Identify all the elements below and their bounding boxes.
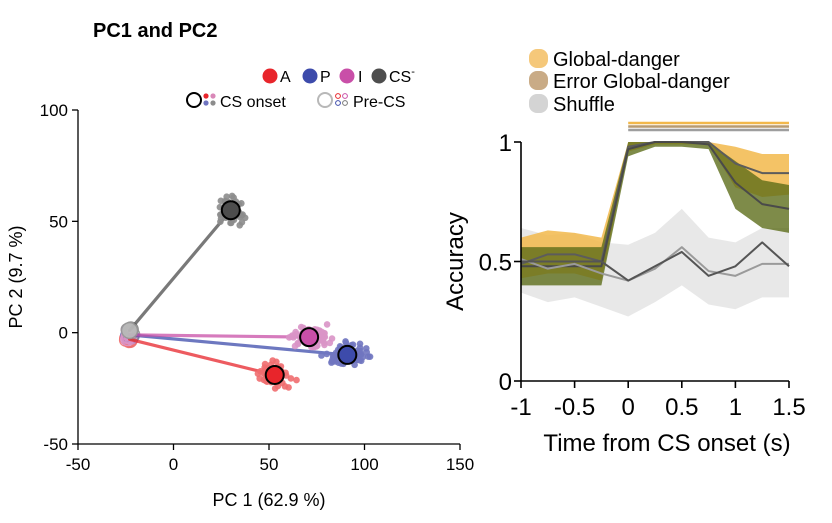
cloud-point-cs- [238, 219, 246, 226]
scatter-legend: A P I CS- CS onset Pre-CS [186, 66, 415, 111]
x-tick-label: -0.5 [554, 394, 595, 421]
x-tick-label: -50 [66, 455, 91, 474]
cloud-point-cs- [217, 197, 225, 205]
x-tick-label: 50 [260, 455, 279, 474]
mean-line-3 [520, 246, 789, 282]
y-tick-label: 50 [49, 212, 68, 231]
cloud-point-a [257, 368, 264, 375]
cloud-point-p [323, 350, 331, 358]
scatter-plot: -50 0 50 100 150 100 50 0 -50 PC 1 (62.9 %) PC 2 (… [6, 101, 474, 510]
trajectory-cs- [127, 208, 233, 333]
legend-label-a: A [280, 69, 291, 86]
x-tick-label: -1 [510, 394, 531, 421]
legend-label-i: I [358, 69, 362, 86]
y-axis-label: Accuracy [442, 212, 469, 311]
cloud-point-a [269, 357, 276, 364]
mean-line-4 [521, 241, 790, 282]
band-2 [521, 142, 789, 286]
cloud-point-cs- [238, 200, 245, 207]
x-axis-label: Time from CS onset (s) [543, 430, 790, 457]
y-tick-label: 1 [499, 130, 512, 157]
cloud-point-a [271, 385, 279, 392]
cloud-point-cs- [227, 219, 234, 227]
legend-label-1: Global-danger [553, 49, 680, 71]
cs-onset-marker-icon [186, 92, 202, 108]
x-tick-label: 150 [446, 455, 474, 474]
cloud-point-i [326, 339, 334, 347]
cloud-point-p [362, 345, 370, 352]
legend-label-3: Shuffle [553, 94, 615, 116]
y-tick-label: 100 [40, 101, 68, 120]
x-tick-label: 0 [169, 455, 178, 474]
legend-label-cs-minus: CS- [389, 66, 415, 86]
y-axis-label: PC 2 (9.7 %) [6, 225, 26, 328]
cloud-point-cs- [241, 214, 249, 222]
trajectory-i [127, 333, 311, 339]
cloud-point-i [317, 332, 325, 340]
cs-onset-dot-pink [210, 93, 216, 99]
trajectory-p [127, 333, 349, 357]
legend-swatch-cs-minus [371, 68, 387, 84]
legend-swatch-1 [529, 49, 548, 68]
cloud-point-i [293, 330, 300, 338]
cloud-point-p [359, 353, 367, 361]
pre-cs-marker-icon [317, 92, 333, 108]
cloud-point-i [287, 333, 295, 341]
pre-cs-dot-pink [342, 93, 348, 99]
legend-label-p: P [320, 69, 331, 86]
cloud-point-a [281, 383, 289, 390]
x-tick-label: 1 [729, 394, 742, 421]
y-tick-label: 0.5 [479, 250, 512, 277]
cs-onset-dot-blue [203, 100, 209, 106]
trajectory-a [127, 337, 277, 377]
legend-swatch-a [262, 68, 278, 84]
legend-swatch-3 [529, 94, 548, 113]
cs-onset-marker-a [264, 364, 285, 385]
cloud-point-p [318, 352, 325, 359]
cs-onset-marker-cs- [220, 200, 241, 221]
cloud-point-a [293, 376, 300, 384]
legend-swatch-p [302, 68, 318, 84]
y-tick-label: 0 [59, 324, 68, 343]
cloud-point-p [366, 353, 374, 360]
legend-swatch-i [339, 68, 355, 84]
y-tick-label: -50 [43, 435, 68, 454]
cloud-point-p [342, 338, 349, 345]
legend-swatch-2 [529, 71, 548, 90]
cs-onset-dot-red [203, 93, 209, 99]
x-tick-label: 100 [350, 455, 378, 474]
cloud-point-p [357, 347, 364, 355]
x-tick-label: 0 [622, 394, 635, 421]
cloud-point-i [323, 321, 331, 328]
cloud-point-i [291, 342, 299, 350]
cs-onset-marker-i [299, 327, 320, 348]
x-tick-label: 0.5 [665, 394, 698, 421]
legend-label-cs-onset: CS onset [220, 94, 286, 111]
cloud-point-cs- [230, 194, 237, 201]
pre-cs-dot-grey [342, 100, 348, 106]
cs-onset-marker-p [337, 344, 358, 365]
cloud-point-p [328, 358, 336, 365]
cloud-point-i [321, 341, 328, 349]
pre-cs-dot-red [335, 93, 341, 99]
cs-onset-dot-grey [210, 100, 216, 106]
y-tick-label: 0 [499, 369, 512, 396]
panel-title: PC1 and PC2 [93, 20, 217, 42]
x-axis-label: PC 1 (62.9 %) [212, 490, 325, 510]
pre-cs-center-marker [120, 321, 139, 340]
x-tick-label: 1.5 [772, 394, 805, 421]
legend-label-pre-cs: Pre-CS [353, 94, 405, 111]
legend-label-2: Error Global-danger [553, 71, 730, 93]
pre-cs-dot-blue [335, 100, 341, 106]
band-3 [521, 208, 789, 317]
band-1 [521, 142, 789, 281]
